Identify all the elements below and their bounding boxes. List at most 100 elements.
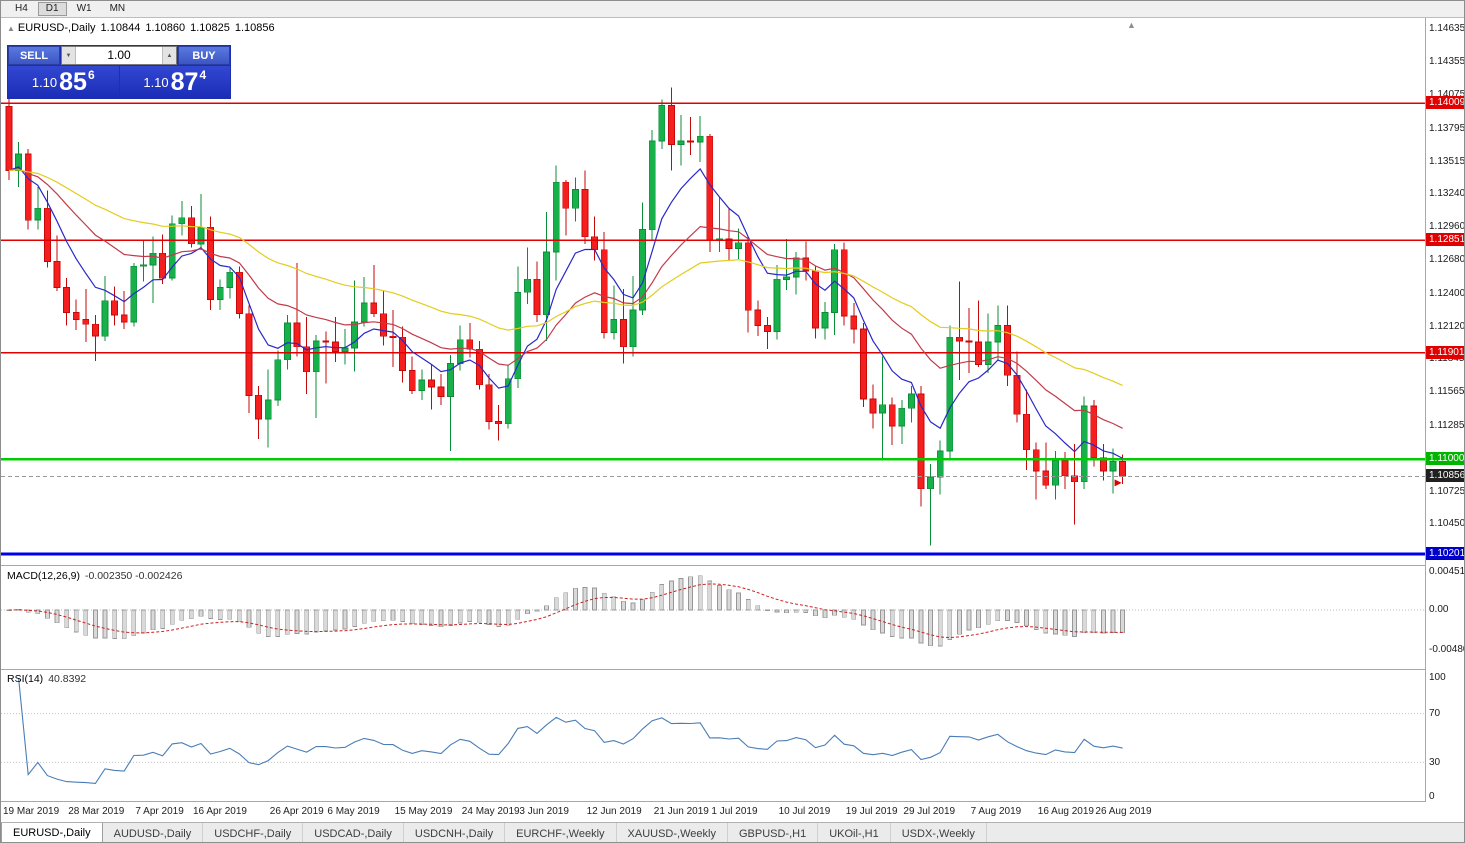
date-tick-label: 26 Apr 2019 bbox=[269, 806, 324, 817]
chart-tab-ukoil-h1[interactable]: UKOil-,H1 bbox=[818, 823, 891, 842]
rsi-scale-tick: 100 bbox=[1429, 672, 1446, 683]
macd-rsi-separator[interactable] bbox=[1, 669, 1464, 670]
price-tick: 1.14355 bbox=[1429, 56, 1465, 68]
chart-tab-usdcnh-daily[interactable]: USDCNH-,Daily bbox=[404, 823, 506, 842]
volume-increase-icon[interactable]: ▲ bbox=[162, 47, 176, 64]
candles-layer bbox=[5, 87, 1126, 546]
buy-price-pipette: 4 bbox=[199, 68, 207, 82]
date-tick-label: 7 Aug 2019 bbox=[970, 806, 1022, 817]
chart-tab-usdcad-daily[interactable]: USDCAD-,Daily bbox=[303, 823, 404, 842]
scroll-to-end-icon[interactable]: ▲ bbox=[1127, 20, 1136, 30]
timeframe-toolbar: H4 D1 W1 MN bbox=[1, 1, 1464, 18]
ma-fast-line bbox=[8, 166, 1123, 459]
rsi-scale-tick: 30 bbox=[1429, 757, 1441, 768]
price-tag: 1.12851 bbox=[1426, 233, 1464, 247]
macd-scale-tick: 0.004517 bbox=[1429, 566, 1465, 577]
price-tag: 1.14009 bbox=[1426, 96, 1464, 110]
timeframe-d1-button[interactable]: D1 bbox=[37, 2, 67, 16]
date-tick-label: 15 May 2019 bbox=[394, 806, 453, 817]
sell-price-prefix: 1.10 bbox=[31, 74, 58, 90]
rsi-name: RSI(14) bbox=[7, 673, 44, 685]
macd-scale-tick: -0.004806 bbox=[1429, 644, 1464, 655]
price-tick: 1.14635 bbox=[1429, 23, 1465, 35]
price-tick: 1.12400 bbox=[1429, 287, 1465, 299]
date-tick-label: 19 Jul 2019 bbox=[845, 806, 898, 817]
chart-tab-eurusd-daily[interactable]: EURUSD-,Daily bbox=[1, 823, 103, 842]
date-tick-label: 16 Apr 2019 bbox=[193, 806, 247, 817]
volume-stepper[interactable]: ▼ 1.00 ▲ bbox=[61, 46, 177, 65]
macd-histogram bbox=[6, 575, 1125, 647]
chart-tab-usdchf-daily[interactable]: USDCHF-,Daily bbox=[203, 823, 304, 842]
date-tick-label: 29 Jul 2019 bbox=[903, 806, 956, 817]
macd-label: MACD(12,26,9) -0.002350 -0.002426 bbox=[7, 570, 182, 582]
price-tick: 1.11565 bbox=[1429, 386, 1465, 398]
chart-tab-eurchf-weekly[interactable]: EURCHF-,Weekly bbox=[505, 823, 617, 842]
rsi-scale-tick: 0 bbox=[1429, 791, 1435, 802]
price-tag: 1.10856 bbox=[1426, 469, 1464, 483]
price-tag: 1.10201 bbox=[1426, 546, 1464, 560]
chart-tab-gbpusd-h1[interactable]: GBPUSD-,H1 bbox=[728, 823, 819, 842]
price-tick: 1.13240 bbox=[1429, 188, 1465, 200]
chart-title: ▲ EURUSD-,Daily 1.10844 1.10860 1.10825 1.108… bbox=[7, 22, 275, 34]
chart-tabs-bar: EURUSD-,Daily AUDUSD-,Daily USDCHF-,Daily U… bbox=[1, 822, 1464, 842]
chart-tab-usdx-weekly[interactable]: USDX-,Weekly bbox=[891, 823, 987, 842]
rsi-axis-separator bbox=[1, 801, 1464, 802]
price-tick: 1.11845 bbox=[1429, 353, 1465, 365]
macd-name: MACD(12,26,9) bbox=[7, 570, 80, 582]
volume-value[interactable]: 1.00 bbox=[107, 48, 131, 62]
price-tick: 1.12120 bbox=[1429, 320, 1465, 332]
buy-price-display[interactable]: 1.10 87 4 bbox=[119, 66, 230, 98]
price-tick: 1.11285 bbox=[1429, 419, 1465, 431]
buy-button[interactable]: BUY bbox=[178, 46, 230, 65]
level-lines-layer bbox=[1, 102, 1425, 556]
chart-macd-separator[interactable] bbox=[1, 565, 1464, 566]
symbol-marker-icon: ▲ bbox=[7, 24, 15, 33]
date-tick-label: 6 May 2019 bbox=[327, 806, 380, 817]
sell-button[interactable]: SELL bbox=[8, 46, 60, 65]
sell-arrow-marker bbox=[1114, 479, 1122, 487]
one-click-trading-widget: SELL ▼ 1.00 ▲ BUY 1.10 85 6 1.10 87 4 bbox=[7, 45, 231, 99]
chart-tab-xauusd-weekly[interactable]: XAUUSD-,Weekly bbox=[617, 823, 728, 842]
price-tick: 1.10725 bbox=[1429, 485, 1465, 497]
rsi-scale-tick: 70 bbox=[1429, 708, 1441, 719]
price-tick: 1.13795 bbox=[1429, 122, 1465, 134]
chart-symbol-label: EURUSD-,Daily bbox=[17, 22, 96, 34]
date-tick-label: 7 Apr 2019 bbox=[135, 806, 184, 817]
sell-price-big-digits: 85 bbox=[59, 67, 87, 96]
date-tick-label: 12 Jun 2019 bbox=[586, 806, 642, 817]
price-tag: 1.11000 bbox=[1426, 452, 1464, 466]
date-tick-label: 16 Aug 2019 bbox=[1037, 806, 1094, 817]
chart-tab-audusd-daily[interactable]: AUDUSD-,Daily bbox=[103, 823, 204, 842]
macd-scale-tick: 0.00 bbox=[1429, 604, 1449, 615]
price-scale[interactable]: 1.14635 1.14355 1.14075 1.13795 1.13515 1.132… bbox=[1426, 18, 1465, 804]
date-tick-label: 3 Jun 2019 bbox=[519, 806, 569, 817]
date-tick-label: 19 Mar 2019 bbox=[3, 806, 60, 817]
price-scale-border bbox=[1425, 18, 1426, 802]
price-tick: 1.12680 bbox=[1429, 254, 1465, 266]
price-tick: 1.13515 bbox=[1429, 155, 1465, 167]
price-tag: 1.11901 bbox=[1426, 345, 1464, 359]
ma-mid-line bbox=[8, 168, 1123, 429]
bar-close-value: 1.10856 bbox=[234, 22, 275, 34]
volume-decrease-icon[interactable]: ▼ bbox=[62, 47, 76, 64]
price-tick: 1.14075 bbox=[1429, 89, 1465, 101]
rsi-value: 40.8392 bbox=[48, 673, 87, 685]
date-tick-label: 24 May 2019 bbox=[461, 806, 520, 817]
macd-signal-line bbox=[8, 583, 1123, 639]
timeframe-w1-button[interactable]: W1 bbox=[69, 2, 100, 16]
price-tick: 1.10450 bbox=[1429, 518, 1465, 530]
macd-indicator-canvas[interactable] bbox=[1, 566, 1425, 669]
date-tick-label: 28 Mar 2019 bbox=[68, 806, 125, 817]
rsi-label: RSI(14) 40.8392 bbox=[7, 673, 86, 685]
rsi-line bbox=[18, 678, 1123, 784]
date-tick-label: 10 Jul 2019 bbox=[778, 806, 831, 817]
price-chart-canvas[interactable] bbox=[1, 18, 1425, 565]
rsi-indicator-canvas[interactable] bbox=[1, 670, 1425, 801]
price-tick: 1.12960 bbox=[1429, 221, 1465, 233]
timeframe-mn-button[interactable]: MN bbox=[102, 2, 134, 16]
buy-price-prefix: 1.10 bbox=[143, 74, 169, 90]
date-axis[interactable]: 19 Mar 2019 28 Mar 2019 7 Apr 2019 16 Apr 2… bbox=[1, 802, 1464, 822]
date-tick-label: 21 Jun 2019 bbox=[653, 806, 709, 817]
sell-price-display[interactable]: 1.10 85 6 bbox=[8, 66, 119, 98]
timeframe-h4-button[interactable]: H4 bbox=[7, 2, 36, 16]
